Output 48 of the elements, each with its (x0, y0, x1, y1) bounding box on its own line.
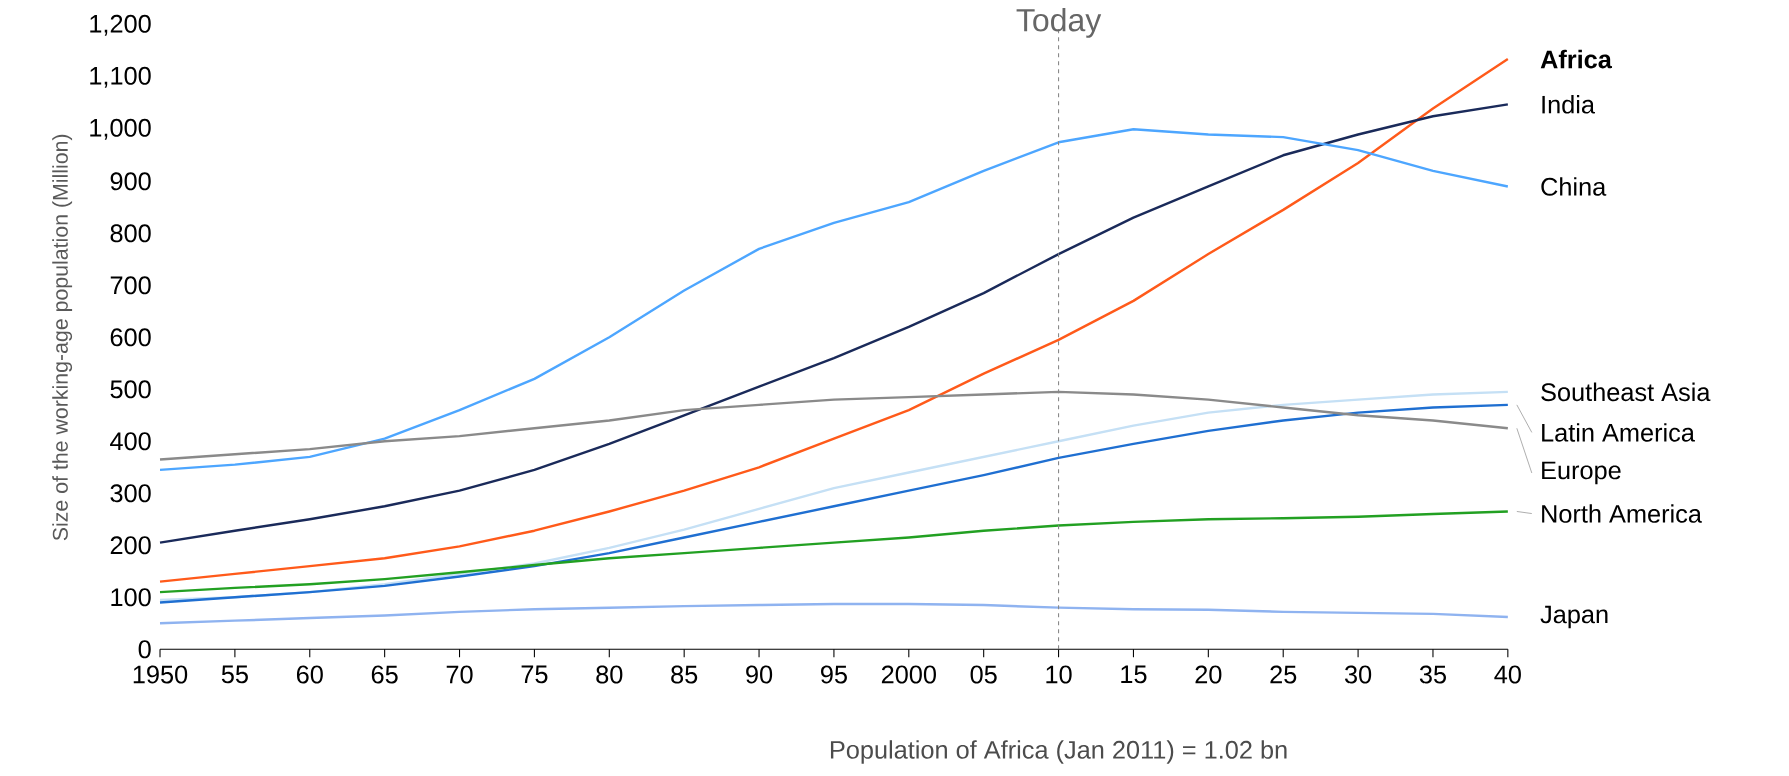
series-label: China (1541, 177, 1607, 196)
x-tick-label: 30 (1344, 665, 1372, 684)
line-series (158, 103, 1510, 544)
series-label: North America (1542, 504, 1702, 523)
y-tick-label: 100 (111, 588, 151, 607)
ref-line-label: Today (1016, 8, 1102, 38)
x-tick-label: 1950 (133, 665, 188, 684)
x-tick-label: 75 (521, 665, 548, 684)
y-tick-label: 500 (110, 380, 151, 399)
series-label: Africa (1540, 49, 1613, 69)
y-tick-label: 1,100 (90, 66, 151, 88)
y-tick-label: 0 (138, 640, 151, 659)
x-tick-label: 60 (296, 665, 323, 684)
x-tick-label: 25 (1270, 665, 1297, 684)
x-tick-label: 85 (671, 665, 698, 684)
x-tick-label: 05 (970, 665, 997, 684)
x-tick-label: 55 (221, 665, 248, 684)
series-label: Japan (1540, 605, 1608, 629)
y-tick-label: 600 (110, 328, 151, 347)
y-axis-title: Size of the working-age population (Million) (52, 134, 73, 541)
x-tick-label: 2000 (881, 665, 936, 684)
y-tick-label: 700 (110, 276, 151, 295)
x-tick-label: 35 (1419, 665, 1446, 684)
text: Population of Africa (Jan 2011) = 1.02 bn (830, 740, 1287, 764)
x-tick-label: 90 (746, 665, 773, 684)
y-tick-label: 400 (110, 432, 151, 451)
y-tick-label: 1,200 (90, 14, 151, 36)
series-label: Europe (1542, 461, 1621, 485)
x-tick-label: 70 (446, 665, 473, 684)
x-tick-label: 10 (1046, 665, 1072, 684)
series-label: Latin America (1542, 423, 1695, 442)
x-tick-label: 95 (821, 665, 847, 684)
x-tick-label: 80 (596, 665, 623, 684)
y-tick-label: 800 (110, 224, 151, 243)
line-series (158, 602, 1510, 625)
x-tick-label: 20 (1195, 665, 1222, 684)
series-label: Southeast Asia (1541, 382, 1711, 402)
y-tick-label: 200 (110, 536, 151, 555)
x-tick-label: 65 (371, 665, 398, 684)
x-tick-label: 40 (1494, 665, 1521, 684)
y-tick-label: 300 (110, 484, 151, 503)
line-series (158, 57, 1510, 583)
line-series (158, 510, 1510, 594)
line-series (158, 128, 1510, 472)
series-label: India (1542, 95, 1595, 114)
y-tick-label: 1,000 (90, 118, 151, 140)
y-tick-label: 900 (110, 172, 151, 191)
x-tick-label: 15 (1121, 665, 1147, 684)
